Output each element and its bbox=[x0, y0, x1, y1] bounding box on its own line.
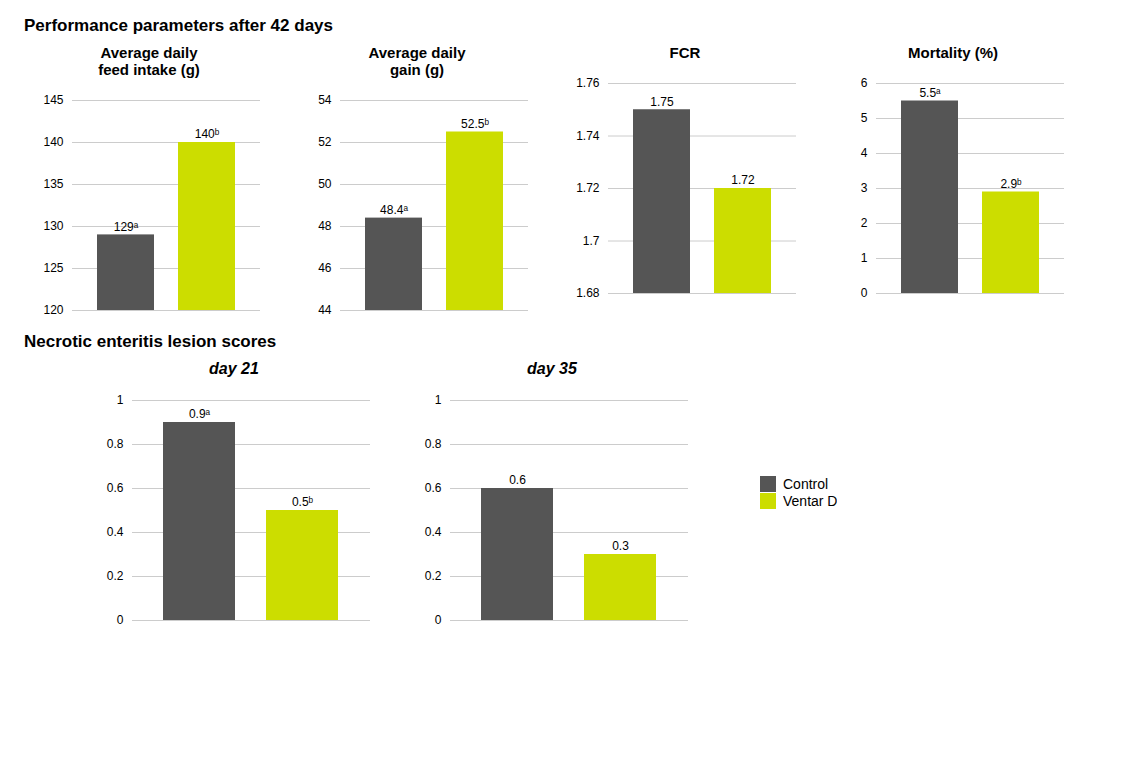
svg-text:48.4ᵃ: 48.4ᵃ bbox=[380, 203, 408, 217]
svg-text:0.4: 0.4 bbox=[425, 525, 442, 539]
html-text:Performance parameters after 4: Performance parameters after 42 days bbox=[24, 16, 333, 35]
svg-text:3: 3 bbox=[861, 181, 868, 195]
svg-text:130: 130 bbox=[43, 219, 63, 233]
svg-text:120: 120 bbox=[43, 303, 63, 317]
html-text:day 21: day 21 bbox=[209, 360, 259, 377]
svg-text:0.2: 0.2 bbox=[107, 569, 124, 583]
svg-text:140: 140 bbox=[43, 135, 63, 149]
svg-text:2.9ᵇ: 2.9ᵇ bbox=[1000, 177, 1022, 191]
svg-text:4: 4 bbox=[861, 146, 868, 160]
svg-text:52: 52 bbox=[318, 135, 332, 149]
svg-text:5.5ᵃ: 5.5ᵃ bbox=[919, 86, 941, 100]
svg-text:0.4: 0.4 bbox=[107, 525, 124, 539]
html-text:day 35: day 35 bbox=[527, 360, 577, 377]
svg-text:0.8: 0.8 bbox=[107, 437, 124, 451]
html-text:Average daily gain (g): Average daily gain (g) bbox=[368, 44, 466, 78]
svg-text:1.72: 1.72 bbox=[731, 173, 755, 187]
svg-text:0.6: 0.6 bbox=[509, 473, 526, 487]
svg-text:1.72: 1.72 bbox=[576, 181, 600, 195]
svg-text:1.76: 1.76 bbox=[576, 76, 600, 90]
svg-text:129ᵃ: 129ᵃ bbox=[114, 220, 139, 234]
html-text:Control: Control bbox=[783, 475, 829, 492]
svg-text:48: 48 bbox=[318, 219, 332, 233]
svg-text:0.9ᵃ: 0.9ᵃ bbox=[189, 407, 211, 421]
html-text:Necrotic enteritis lesion scor: Necrotic enteritis lesion scores bbox=[24, 332, 277, 351]
svg-text:0: 0 bbox=[861, 286, 868, 300]
svg-text:0.3: 0.3 bbox=[612, 539, 629, 553]
svg-text:52.5ᵇ: 52.5ᵇ bbox=[461, 117, 489, 131]
html-text:FCR: FCR bbox=[669, 44, 701, 61]
svg-text:44: 44 bbox=[318, 303, 332, 317]
svg-text:135: 135 bbox=[43, 177, 63, 191]
svg-text:1.68: 1.68 bbox=[576, 286, 600, 300]
svg-text:0.6: 0.6 bbox=[107, 481, 124, 495]
svg-text:5: 5 bbox=[861, 111, 868, 125]
svg-text:54: 54 bbox=[318, 93, 332, 107]
svg-text:0.2: 0.2 bbox=[425, 569, 442, 583]
svg-text:1.7: 1.7 bbox=[583, 234, 600, 248]
svg-text:1.75: 1.75 bbox=[650, 95, 674, 109]
svg-text:0.6: 0.6 bbox=[425, 481, 442, 495]
svg-text:1: 1 bbox=[861, 251, 868, 265]
svg-text:1: 1 bbox=[117, 393, 124, 407]
svg-text:2: 2 bbox=[861, 216, 868, 230]
svg-text:125: 125 bbox=[43, 261, 63, 275]
html-text:Ventar D: Ventar D bbox=[783, 492, 838, 509]
svg-text:140ᵇ: 140ᵇ bbox=[195, 127, 220, 141]
html-text:Average daily feed intake (g): Average daily feed intake (g) bbox=[98, 44, 200, 78]
html-text:Mortality (%): Mortality (%) bbox=[908, 44, 998, 61]
svg-text:1: 1 bbox=[435, 393, 442, 407]
svg-text:145: 145 bbox=[43, 93, 63, 107]
svg-text:0.8: 0.8 bbox=[425, 437, 442, 451]
svg-text:0: 0 bbox=[435, 613, 442, 627]
svg-text:46: 46 bbox=[318, 261, 332, 275]
svg-text:1.74: 1.74 bbox=[576, 129, 600, 143]
svg-text:50: 50 bbox=[318, 177, 332, 191]
svg-text:0.5ᵇ: 0.5ᵇ bbox=[292, 495, 314, 509]
svg-text:0: 0 bbox=[117, 613, 124, 627]
svg-text:6: 6 bbox=[861, 76, 868, 90]
